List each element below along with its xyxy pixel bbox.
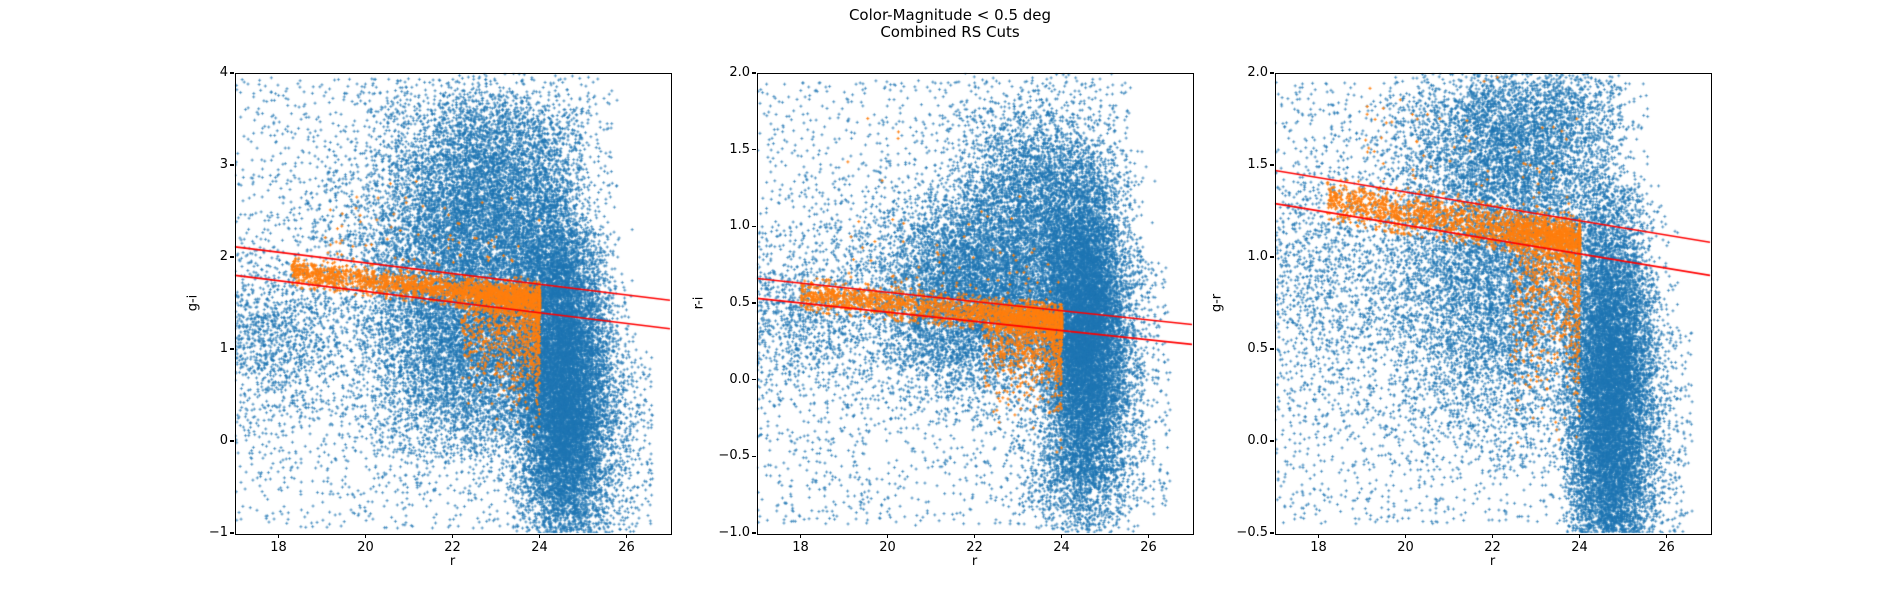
y-tickmark (752, 225, 756, 227)
x-tickmark (1404, 534, 1407, 538)
x-tickmark (538, 534, 541, 538)
x-tick-label: 24 (531, 540, 548, 555)
x-tick-label: 24 (1053, 540, 1070, 555)
x-tick-label: 22 (1484, 540, 1501, 555)
x-tick-label: 26 (1140, 540, 1157, 555)
y-tick-label: 0.0 (729, 371, 750, 387)
y-tickmark (1270, 532, 1274, 534)
x-tickmark (1665, 534, 1668, 538)
x-tickmark (799, 534, 802, 538)
y-tickmark (752, 379, 756, 381)
y-tickmark (1270, 72, 1274, 74)
x-tickmark (451, 534, 454, 538)
y-tick-label: 2.0 (1247, 65, 1268, 80)
x-tickmark (364, 534, 367, 538)
y-tick-label: 2 (219, 249, 228, 264)
y-tick-label: 0.5 (729, 295, 750, 310)
x-tick-label: 18 (792, 540, 809, 555)
y-tick-label: 0.0 (1247, 433, 1268, 448)
y-tickmark (230, 72, 234, 74)
y-tick-label: 1.5 (1247, 157, 1268, 172)
x-axis-label: r (971, 554, 978, 569)
x-tick-label: 22 (966, 540, 983, 555)
y-tickmark (752, 532, 756, 534)
x-tick-label: 22 (444, 540, 461, 555)
axes-box-g-i (235, 73, 672, 535)
y-tick-label: 0 (219, 433, 228, 448)
y-tickmark (752, 455, 756, 457)
y-tick-label: 1 (219, 341, 228, 356)
x-tick-label: 20 (357, 540, 374, 555)
x-tickmark (1578, 534, 1581, 538)
x-tickmark (886, 534, 889, 538)
y-tickmark (230, 256, 234, 258)
y-tickmark (752, 72, 756, 74)
axes-box-r-i (757, 73, 1194, 535)
x-tickmark (1147, 534, 1150, 538)
axes-box-g-r (1275, 73, 1712, 535)
y-tick-label: 2.0 (729, 65, 750, 80)
figure-title: Color-Magnitude < 0.5 deg Combined RS Cu… (848, 6, 1052, 41)
x-axis-label: r (449, 554, 456, 569)
y-tickmark (1270, 348, 1274, 350)
y-tickmark (230, 348, 234, 350)
y-tickmark (230, 532, 234, 534)
y-tick-label: 3 (219, 157, 228, 172)
y-tick-label: 4 (219, 65, 228, 80)
x-tick-label: 26 (618, 540, 635, 555)
y-tick-label: −1 (208, 525, 228, 540)
y-tickmark (752, 149, 756, 151)
y-tick-label: 0.5 (1247, 341, 1268, 356)
x-tick-label: 20 (1397, 540, 1414, 555)
y-tick-label: 1.5 (729, 141, 750, 157)
y-tick-label: 1.0 (729, 218, 750, 234)
x-tickmark (625, 534, 628, 538)
y-axis-label: g-r (1209, 293, 1225, 313)
x-tick-label: 18 (1310, 540, 1327, 555)
x-tickmark (277, 534, 280, 538)
y-tick-label: −1.0 (718, 525, 750, 540)
x-tick-label: 20 (879, 540, 896, 555)
y-axis-label: r-i (691, 296, 707, 310)
x-tickmark (1317, 534, 1320, 538)
y-tickmark (1270, 440, 1274, 442)
y-axis-label: g-i (185, 294, 201, 312)
x-tickmark (1060, 534, 1063, 538)
y-tickmark (230, 164, 234, 166)
y-tickmark (752, 302, 756, 304)
x-tick-label: 18 (270, 540, 287, 555)
x-axis-label: r (1489, 554, 1496, 569)
y-tick-label: −0.5 (1236, 525, 1268, 540)
y-tickmark (1270, 256, 1274, 258)
y-tickmark (230, 440, 234, 442)
x-tickmark (1491, 534, 1494, 538)
x-tick-label: 24 (1571, 540, 1588, 555)
x-tickmark (973, 534, 976, 538)
y-tickmark (1270, 164, 1274, 166)
y-tick-label: −0.5 (718, 448, 750, 464)
y-tick-label: 1.0 (1247, 249, 1268, 264)
x-tick-label: 26 (1658, 540, 1675, 555)
